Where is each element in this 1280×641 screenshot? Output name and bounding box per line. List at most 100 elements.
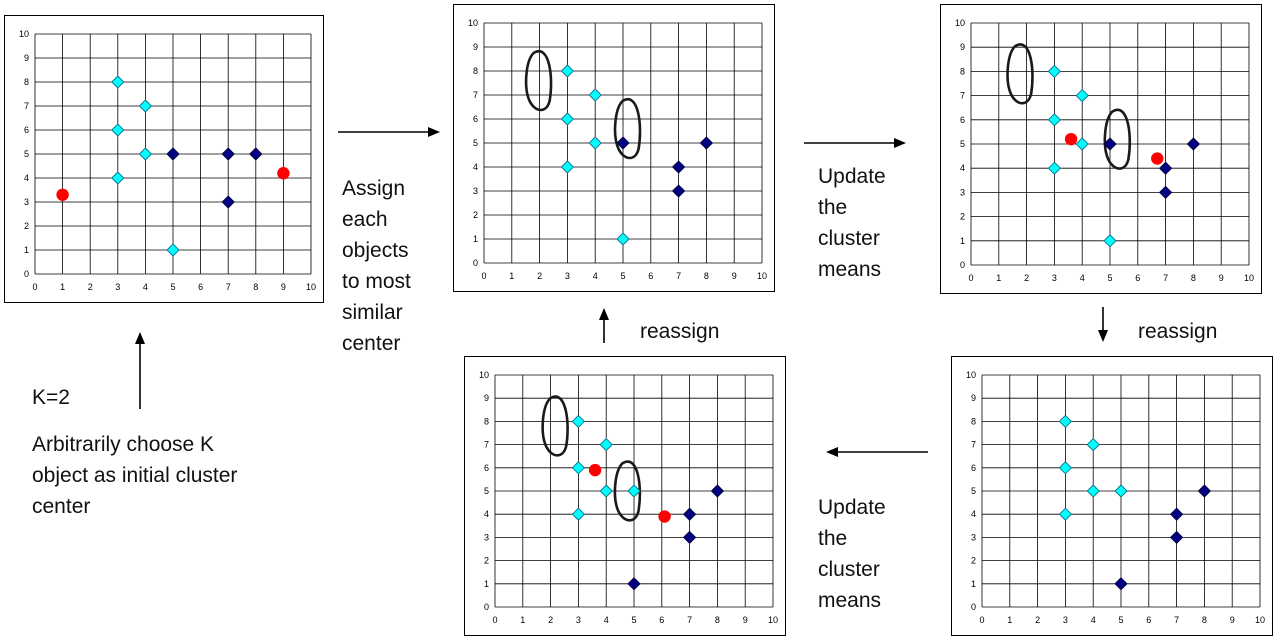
x-tick-label: 7 — [687, 615, 692, 625]
y-tick-label: 3 — [484, 532, 489, 542]
data-point-dark — [221, 147, 235, 161]
data-point-light — [571, 507, 586, 521]
x-tick-label: 2 — [88, 282, 93, 292]
cluster-center — [277, 167, 290, 180]
data-point-light — [588, 88, 602, 102]
x-tick-label: 5 — [1107, 273, 1112, 283]
x-tick-label: 5 — [1118, 615, 1123, 625]
y-tick-label: 7 — [473, 90, 478, 100]
data-point-light — [138, 99, 153, 113]
data-point-light — [111, 123, 125, 137]
assign-caption-line: objects — [342, 239, 409, 262]
data-point-light — [1058, 461, 1073, 475]
y-tick-label: 4 — [971, 509, 976, 519]
y-tick-label: 8 — [473, 66, 478, 76]
y-tick-label: 9 — [971, 393, 976, 403]
panel-initial: 0 0 1 1 2 2 3 3 4 4 5 5 6 6 7 7 8 8 9 9 10 10 — [4, 15, 324, 303]
data-point-light — [560, 112, 575, 126]
data-point-light — [1103, 234, 1117, 248]
y-tick-label: 6 — [960, 115, 965, 125]
data-point-dark — [1197, 484, 1212, 498]
y-tick-label: 10 — [966, 370, 976, 380]
y-tick-label: 1 — [971, 579, 976, 589]
data-point-light — [588, 136, 602, 150]
x-tick-label: 6 — [1135, 273, 1140, 283]
k-value-label: K=2 — [32, 386, 70, 409]
data-point-dark — [1169, 530, 1184, 545]
y-tick-label: 2 — [473, 210, 478, 220]
data-point-dark — [671, 160, 686, 174]
assign-caption-line: each — [342, 208, 388, 231]
y-tick-label: 2 — [24, 221, 29, 231]
assign-caption-line: similar — [342, 301, 403, 324]
initial-caption-line: object as initial cluster — [32, 464, 238, 487]
x-tick-label: 8 — [715, 615, 720, 625]
y-tick-label: 5 — [24, 149, 29, 159]
data-point-light — [166, 243, 180, 257]
panel-update-2: 0 0 1 1 2 2 3 3 4 4 5 5 6 6 7 7 8 8 9 9 10 10 — [464, 356, 786, 636]
data-point-dark — [249, 147, 263, 161]
data-point-dark — [1186, 137, 1201, 151]
x-tick-label: 3 — [576, 615, 581, 625]
y-tick-label: 6 — [473, 114, 478, 124]
y-tick-label: 7 — [484, 440, 489, 450]
x-tick-label: 4 — [1091, 615, 1096, 625]
y-tick-label: 3 — [24, 197, 29, 207]
y-tick-label: 1 — [484, 579, 489, 589]
cluster-outline — [541, 395, 569, 457]
data-point-dark — [1103, 137, 1117, 151]
assign-caption-line: to most — [342, 270, 411, 293]
data-point-dark — [671, 184, 686, 198]
x-tick-label: 1 — [60, 282, 65, 292]
update-bottom-caption-line: cluster — [818, 558, 880, 581]
arrow-up-main-icon — [135, 332, 145, 409]
data-point-light — [1114, 484, 1128, 498]
cluster-center — [56, 188, 69, 201]
update-top-caption-line: cluster — [818, 227, 880, 250]
chart-initial: 00 1 1 2 2 3 3 4 4 5 5 6 6 7 7 8 8 9 9 10 10 — [19, 29, 316, 292]
arrow-down-reassign-icon — [1098, 307, 1108, 342]
y-tick-label: 5 — [960, 139, 965, 149]
x-tick-label: 5 — [170, 282, 175, 292]
data-point-light — [560, 64, 575, 78]
y-tick-label: 1 — [24, 245, 29, 255]
arrow-up-reassign-icon — [599, 308, 609, 343]
reassign-right-label: reassign — [1138, 320, 1218, 343]
y-tick-label: 8 — [484, 416, 489, 426]
x-tick-label: 8 — [1202, 615, 1207, 625]
data-point-light — [571, 461, 586, 475]
data-point-dark — [699, 136, 714, 150]
reassign-left-label: reassign — [640, 320, 720, 343]
x-tick-label: 9 — [1219, 273, 1224, 283]
x-tick-label: 8 — [253, 282, 258, 292]
y-tick-label: 9 — [473, 42, 478, 52]
y-tick-label: 9 — [24, 53, 29, 63]
x-tick-label: 1 — [996, 273, 1001, 283]
x-tick-label: 9 — [281, 282, 286, 292]
update-bottom-caption-line: the — [818, 527, 848, 550]
x-tick-label: 0 — [979, 615, 984, 625]
x-tick-label: 2 — [1035, 615, 1040, 625]
y-tick-label: 4 — [960, 163, 965, 173]
data-point-light — [1058, 507, 1073, 521]
panel-update-1: 0 0 1 1 2 2 3 3 4 4 5 5 6 6 7 7 8 8 9 9 10 10 — [940, 4, 1262, 294]
y-tick-label: 10 — [19, 29, 29, 39]
update-top-caption-line: the — [818, 196, 848, 219]
data-point-light — [616, 232, 630, 246]
x-tick-label: 7 — [226, 282, 231, 292]
data-point-dark — [221, 195, 235, 209]
x-tick-label: 5 — [631, 615, 636, 625]
x-tick-label: 4 — [143, 282, 148, 292]
cluster-outline — [613, 460, 642, 522]
cluster-outline — [1006, 43, 1034, 105]
cluster-center — [1151, 152, 1164, 165]
y-tick-label: 7 — [24, 101, 29, 111]
x-tick-label: 3 — [565, 271, 570, 281]
chart-update-1: 00 1 1 2 2 3 3 4 4 5 5 6 6 7 7 8 8 9 9 10 10 — [955, 18, 1254, 283]
initial-caption-line: center — [32, 495, 91, 518]
x-tick-label: 1 — [1007, 615, 1012, 625]
cluster-center — [658, 510, 671, 523]
data-point-dark — [627, 577, 641, 591]
data-point-light — [1086, 437, 1100, 452]
x-tick-label: 0 — [32, 282, 37, 292]
